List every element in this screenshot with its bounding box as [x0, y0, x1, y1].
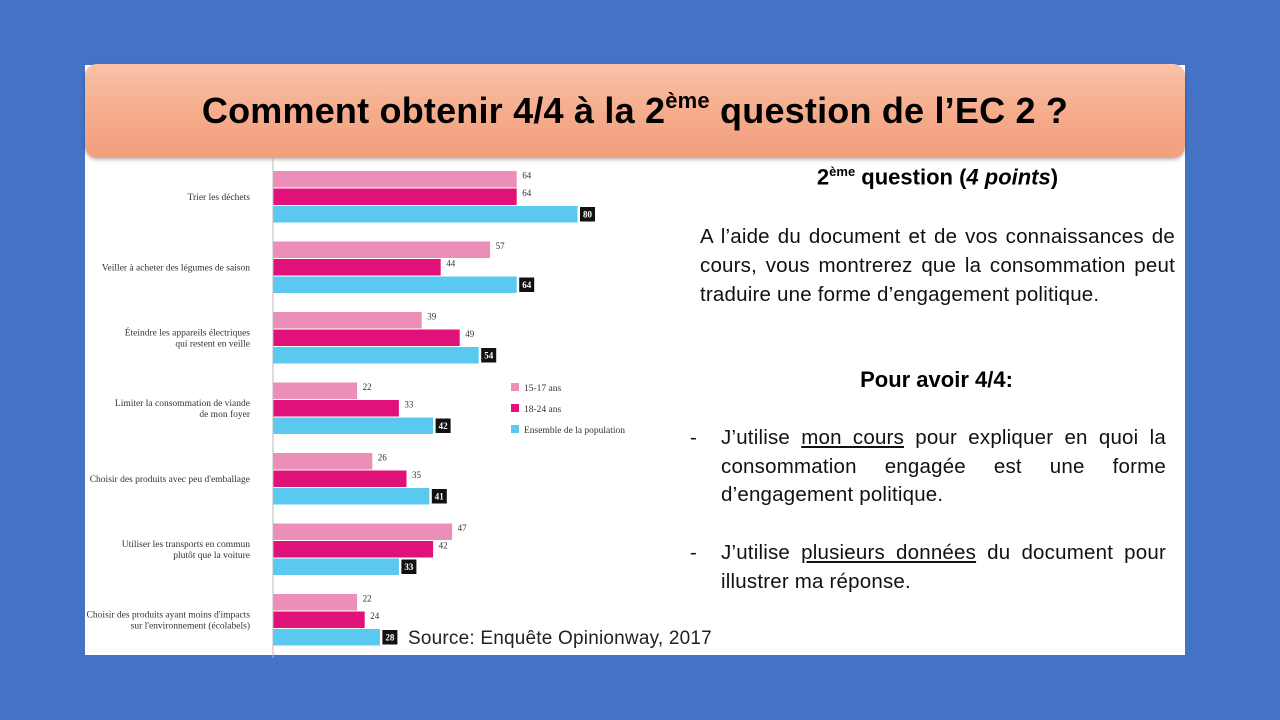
category-label: Choisir des produits ayant moins d'impac… — [87, 610, 251, 620]
value-label: 64 — [522, 171, 532, 181]
question-body: A l’aide du document et de vos connaissa… — [700, 225, 1175, 306]
value-label-box — [435, 418, 451, 433]
bar — [273, 259, 441, 276]
slide-background — [85, 65, 1185, 655]
value-label-box — [401, 559, 417, 574]
legend-label: Ensemble de la population — [524, 426, 625, 436]
value-label: 44 — [446, 259, 456, 269]
category-label: Trier les déchets — [188, 193, 251, 203]
bar — [273, 400, 399, 417]
category-label: Veiller à acheter des légumes de saison — [102, 263, 250, 273]
bar-chart: Trier les déchets 64 64 80 Veiller à acheter… — [87, 158, 625, 658]
bar — [273, 470, 407, 487]
value-label: 64 — [522, 188, 532, 198]
bar — [273, 558, 399, 575]
value-label: 22 — [363, 594, 372, 604]
value-label: 64 — [522, 280, 532, 290]
criteria-bullet: - J’utilise plusieurs données du documen… — [690, 541, 1166, 593]
value-label: 42 — [439, 421, 449, 431]
slide-title: Comment obtenir 4/4 à la 2ème question d… — [201, 88, 1069, 131]
bar — [273, 611, 365, 628]
bar — [273, 417, 434, 434]
bar — [273, 329, 460, 346]
value-label: 47 — [458, 523, 468, 533]
value-label-box — [382, 630, 398, 645]
value-label: 28 — [385, 633, 395, 643]
value-label: 26 — [378, 453, 388, 463]
bar — [273, 488, 430, 505]
bar — [273, 188, 517, 205]
value-label: 57 — [496, 241, 506, 251]
category-label: Choisir des produits avec peu d'emballag… — [90, 475, 250, 485]
chart-source: Source: Enquête Opinionway, 2017 — [408, 628, 712, 649]
bar — [273, 206, 578, 223]
value-label-box — [431, 489, 447, 504]
value-label: 39 — [427, 312, 437, 322]
category-label: sur l'environnement (écolabels) — [131, 620, 250, 631]
category-label: qui restent en veille — [175, 339, 250, 349]
category-label: Éteindre les appareils électriques — [125, 326, 251, 338]
title-banner: Comment obtenir 4/4 à la 2ème question d… — [85, 64, 1185, 158]
value-label: 24 — [370, 611, 380, 621]
bar — [273, 241, 491, 258]
value-label: 33 — [404, 562, 414, 572]
value-label: 33 — [404, 400, 414, 410]
bar — [273, 453, 373, 470]
value-label: 42 — [439, 541, 448, 551]
value-label: 54 — [484, 351, 494, 361]
value-label: 35 — [412, 470, 422, 480]
bar — [273, 594, 358, 611]
category-label: Utiliser les transports en commun — [122, 540, 250, 550]
legend-label: 18-24 ans — [524, 405, 562, 415]
question-heading: 2ème question (4 points) — [816, 164, 1059, 190]
bar — [273, 171, 517, 188]
bar — [273, 523, 453, 540]
value-label: 80 — [583, 210, 593, 220]
value-label-box — [481, 348, 497, 363]
legend-label: 15-17 ans — [524, 384, 562, 394]
bar — [273, 276, 517, 293]
legend-swatch — [511, 404, 519, 412]
legend-swatch — [511, 383, 519, 391]
bar — [273, 541, 434, 558]
category-label: de mon foyer — [199, 409, 250, 420]
value-label-box — [580, 207, 595, 222]
value-label: 49 — [465, 329, 475, 339]
category-label: Limiter la consommation de viande — [115, 399, 250, 409]
value-label: 41 — [435, 492, 445, 502]
value-label-box — [519, 277, 535, 292]
bar — [273, 347, 479, 364]
criteria-bullet: - J’utilise mon cours pour expliquer en … — [690, 426, 1166, 506]
bar — [273, 629, 380, 646]
bar — [273, 382, 358, 399]
bar — [273, 312, 422, 329]
value-label: 22 — [363, 382, 372, 392]
legend-swatch — [511, 425, 519, 433]
criteria-heading: Pour avoir 4/4: — [860, 367, 1013, 392]
category-label: plutôt que la voiture — [173, 551, 250, 561]
